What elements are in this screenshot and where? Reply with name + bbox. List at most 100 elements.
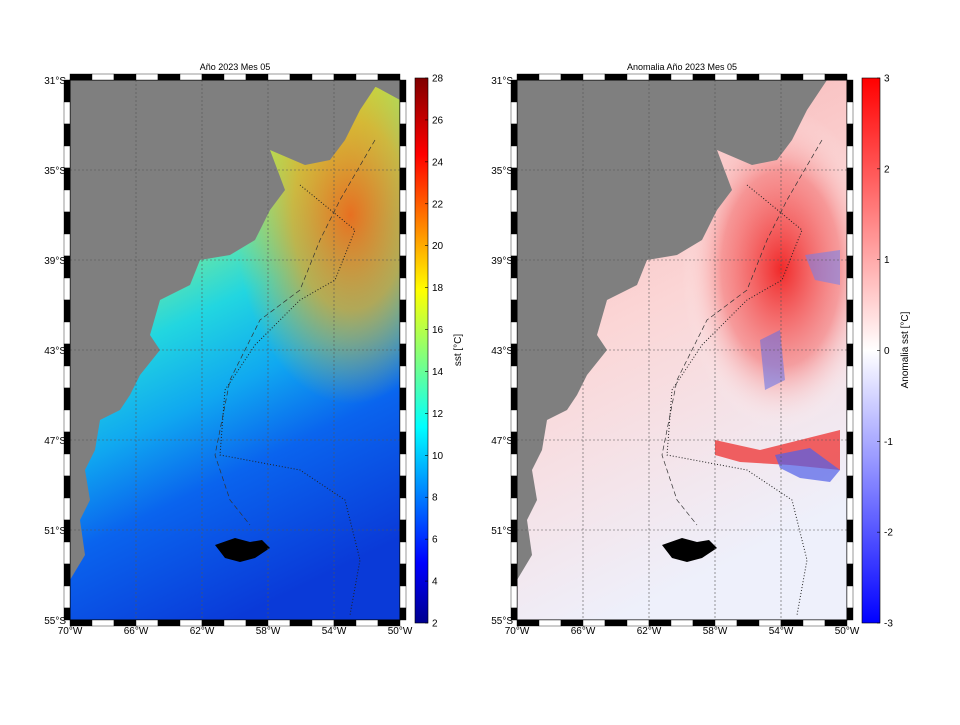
frame-tick xyxy=(399,519,407,543)
frame-tick xyxy=(399,277,407,301)
frame-tick xyxy=(510,277,518,301)
frame-tick xyxy=(157,73,181,81)
frame-tick xyxy=(604,619,628,627)
frame-tick xyxy=(846,607,854,621)
frame-tick xyxy=(355,73,379,81)
anomaly-lon-label: 70°W xyxy=(505,626,530,637)
frame-tick xyxy=(223,73,247,81)
sst-lon-label: 66°W xyxy=(124,626,149,637)
frame-tick xyxy=(399,453,407,477)
anomaly-lon-label: 66°W xyxy=(571,626,596,637)
frame-tick xyxy=(846,519,854,543)
sst-falklands xyxy=(215,538,270,562)
sst-lon-label: 70°W xyxy=(58,626,83,637)
frame-tick xyxy=(648,73,672,81)
frame-tick xyxy=(399,409,407,433)
anomaly-colorbar: -3 -2 -1 0 1 2 3 Anomalia sst [°C] xyxy=(861,74,911,630)
colorbar-tick-label: -1 xyxy=(884,437,893,448)
frame-tick xyxy=(399,321,407,345)
frame-tick xyxy=(846,277,854,301)
frame-tick xyxy=(69,73,93,81)
frame-tick xyxy=(846,321,854,345)
frame-tick xyxy=(63,585,71,609)
sst-lat-label: 43°S xyxy=(44,346,66,357)
frame-tick xyxy=(377,619,401,627)
frame-tick xyxy=(802,619,826,627)
sst-lon-labels: 70°W 66°W 62°W 58°W 54°W 50°W xyxy=(58,626,413,637)
colorbar-tick-label: 1 xyxy=(884,255,890,266)
frame-tick xyxy=(179,73,203,81)
sst-lon-label: 50°W xyxy=(388,626,413,637)
frame-tick xyxy=(201,73,225,81)
anomaly-lon-label: 54°W xyxy=(769,626,794,637)
frame-tick xyxy=(824,73,848,81)
frame-tick xyxy=(516,73,540,81)
frame-tick xyxy=(399,431,407,455)
frame-tick xyxy=(399,145,407,169)
sst-lat-label: 31°S xyxy=(44,76,66,87)
sst-colorbar-ramp xyxy=(414,77,429,624)
frame-tick xyxy=(399,563,407,587)
sst-land xyxy=(70,80,380,580)
frame-tick xyxy=(692,73,716,81)
frame-tick xyxy=(582,73,606,81)
frame-tick xyxy=(846,541,854,565)
frame-tick xyxy=(399,365,407,389)
anomaly-shelf-break xyxy=(661,139,823,526)
frame-tick xyxy=(91,73,115,81)
frame-tick xyxy=(626,73,650,81)
frame-tick xyxy=(758,73,782,81)
frame-tick xyxy=(399,541,407,565)
frame-tick xyxy=(63,189,71,213)
anomaly-colorbar-ticks: -3 -2 -1 0 1 2 3 xyxy=(877,74,893,630)
anomaly-falklands xyxy=(662,538,717,562)
frame-tick xyxy=(846,497,854,521)
anomaly-frame-ticks xyxy=(510,73,854,627)
colorbar-tick-label: 14 xyxy=(432,367,444,378)
frame-tick xyxy=(399,607,407,621)
frame-tick xyxy=(510,585,518,609)
frame-tick xyxy=(377,73,401,81)
frame-tick xyxy=(824,619,848,627)
frame-tick xyxy=(510,541,518,565)
frame-tick xyxy=(355,619,379,627)
frame-tick xyxy=(289,619,313,627)
sst-lon-label: 54°W xyxy=(322,626,347,637)
frame-tick xyxy=(63,387,71,411)
sst-colorbar-label: sst [°C] xyxy=(453,334,464,367)
anomaly-colorbar-label: Anomalia sst [°C] xyxy=(900,311,911,388)
frame-tick xyxy=(399,475,407,499)
sst-lat-label: 55°S xyxy=(44,616,66,627)
anomaly-panel: Anomalia Año 2023 Mes 05 xyxy=(516,62,848,621)
anomaly-lon-labels: 70°W 66°W 62°W 58°W 54°W 50°W xyxy=(505,626,860,637)
sst-frame-ticks xyxy=(63,73,407,627)
frame-tick xyxy=(510,497,518,521)
anomaly-lat-label: 35°S xyxy=(491,166,513,177)
frame-tick xyxy=(846,145,854,169)
frame-tick xyxy=(846,189,854,213)
frame-tick xyxy=(510,189,518,213)
frame-tick xyxy=(510,607,518,621)
frame-tick xyxy=(510,453,518,477)
frame-tick xyxy=(538,619,562,627)
sst-title: Año 2023 Mes 05 xyxy=(200,62,271,72)
frame-tick xyxy=(399,497,407,521)
sst-grid xyxy=(70,80,400,620)
frame-tick xyxy=(63,145,71,169)
frame-tick xyxy=(846,431,854,455)
colorbar-tick-label: -2 xyxy=(884,528,893,539)
frame-tick xyxy=(399,343,407,367)
colorbar-tick-label: 3 xyxy=(884,74,890,85)
colorbar-tick-label: 6 xyxy=(432,535,438,546)
frame-tick xyxy=(399,101,407,125)
frame-tick xyxy=(560,73,584,81)
frame-tick xyxy=(510,475,518,499)
frame-tick xyxy=(846,255,854,279)
frame-tick xyxy=(714,73,738,81)
frame-tick xyxy=(399,79,407,103)
frame-tick xyxy=(63,563,71,587)
anomaly-blue-patch xyxy=(775,448,840,482)
frame-tick xyxy=(736,73,760,81)
frame-tick xyxy=(846,453,854,477)
